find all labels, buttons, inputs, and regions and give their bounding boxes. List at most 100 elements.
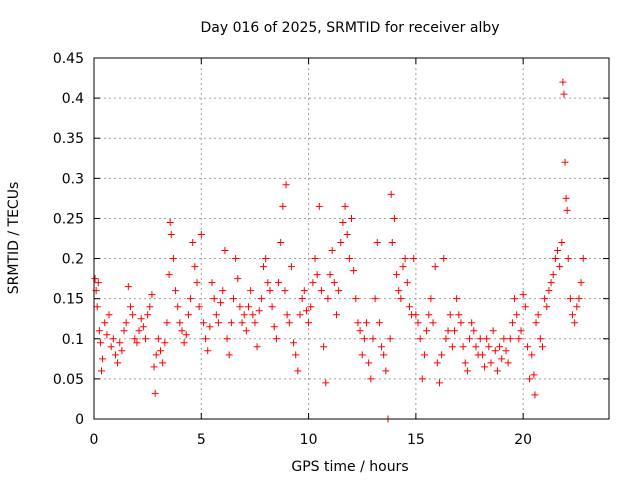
- data-point: [382, 367, 390, 375]
- data-point: [182, 331, 190, 339]
- data-point: [223, 335, 231, 343]
- data-point: [496, 343, 504, 351]
- data-point: [380, 351, 388, 359]
- data-point: [240, 311, 248, 319]
- data-point: [266, 287, 274, 295]
- data-point: [446, 311, 454, 319]
- data-point: [476, 335, 484, 343]
- y-tick-label: 0.1: [62, 332, 84, 348]
- plot-frame: [93, 57, 610, 420]
- data-point: [311, 255, 319, 263]
- data-point: [178, 327, 186, 335]
- data-point: [562, 194, 570, 202]
- data-point: [249, 311, 257, 319]
- data-point: [345, 255, 353, 263]
- y-tick-label: 0.45: [53, 51, 84, 67]
- data-point: [343, 230, 351, 238]
- data-point: [483, 335, 491, 343]
- data-point: [93, 303, 101, 311]
- data-point: [208, 279, 216, 287]
- data-point: [363, 319, 371, 327]
- y-axis-label: SRMTID / TECUs: [6, 182, 22, 295]
- data-point: [561, 158, 569, 166]
- data-point: [416, 335, 424, 343]
- data-point: [500, 335, 508, 343]
- data-point: [313, 271, 321, 279]
- data-point: [487, 359, 495, 367]
- y-tick-label: 0.3: [62, 171, 84, 187]
- data-point: [360, 335, 368, 343]
- data-point: [272, 335, 280, 343]
- data-point: [564, 255, 572, 263]
- data-point: [300, 287, 308, 295]
- data-point: [523, 343, 531, 351]
- data-point: [405, 303, 413, 311]
- data-point: [109, 335, 117, 343]
- data-point: [257, 295, 265, 303]
- data-point: [283, 311, 291, 319]
- data-point: [354, 319, 362, 327]
- data-point: [478, 351, 486, 359]
- data-point: [571, 319, 579, 327]
- data-point: [307, 303, 315, 311]
- data-point: [470, 327, 478, 335]
- data-point: [214, 319, 222, 327]
- data-point: [172, 287, 180, 295]
- data-point: [281, 287, 289, 295]
- data-point: [151, 389, 159, 397]
- data-point: [365, 359, 373, 367]
- data-point: [137, 315, 145, 323]
- data-point: [551, 255, 559, 263]
- x-axis-label: GPS time / hours: [291, 459, 408, 475]
- data-point: [468, 319, 476, 327]
- data-point: [322, 379, 330, 387]
- data-point: [371, 295, 379, 303]
- data-point: [146, 303, 154, 311]
- data-point: [116, 339, 124, 347]
- data-point: [453, 295, 461, 303]
- data-point: [521, 303, 529, 311]
- data-point: [341, 202, 349, 210]
- data-point: [305, 319, 313, 327]
- data-point: [369, 335, 377, 343]
- data-point: [163, 319, 171, 327]
- data-point: [566, 295, 574, 303]
- data-point: [206, 323, 214, 331]
- data-point: [152, 351, 160, 359]
- x-tick-label: 0: [90, 432, 99, 448]
- data-point: [292, 351, 300, 359]
- data-point: [221, 247, 229, 255]
- data-point: [545, 287, 553, 295]
- data-point: [165, 271, 173, 279]
- data-point: [506, 335, 514, 343]
- data-point: [148, 291, 156, 299]
- data-point: [176, 319, 184, 327]
- data-point: [375, 319, 383, 327]
- data-point: [397, 295, 405, 303]
- data-point: [435, 379, 443, 387]
- data-point: [433, 359, 441, 367]
- data-point: [270, 323, 278, 331]
- data-point: [195, 303, 203, 311]
- data-point: [320, 343, 328, 351]
- data-point: [174, 303, 182, 311]
- data-point: [98, 367, 106, 375]
- data-point: [427, 295, 435, 303]
- data-point: [559, 78, 567, 86]
- grid: [94, 58, 609, 419]
- data-point: [556, 263, 564, 271]
- data-point: [579, 255, 587, 263]
- data-point: [429, 319, 437, 327]
- chart-title: Day 016 of 2025, SRMTID for receiver alb…: [200, 20, 499, 36]
- data-point: [463, 367, 471, 375]
- data-point: [554, 247, 561, 255]
- data-point: [238, 319, 246, 327]
- data-point: [187, 295, 195, 303]
- data-point: [457, 319, 465, 327]
- data-point: [519, 291, 527, 299]
- data-point: [202, 335, 210, 343]
- y-tick-label: 0.35: [53, 131, 84, 147]
- data-point: [526, 375, 534, 383]
- data-point: [260, 263, 268, 271]
